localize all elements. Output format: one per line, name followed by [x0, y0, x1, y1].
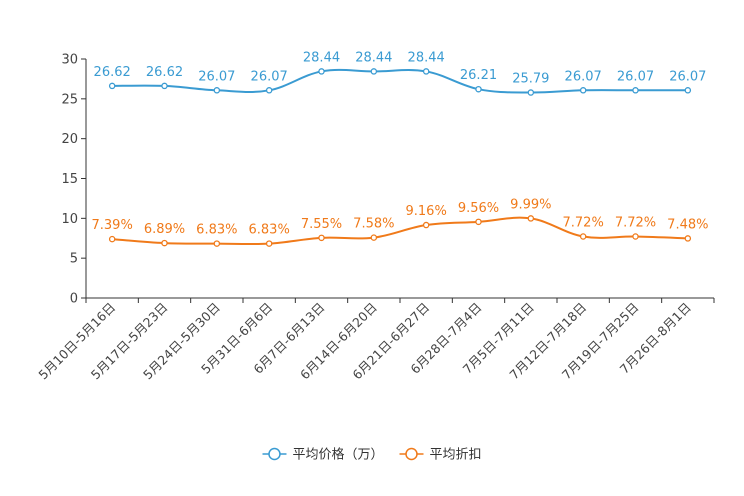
series-0-data-label: 26.07 [198, 69, 235, 84]
series-0-point[interactable] [632, 87, 639, 94]
series-1-data-label: 7.48% [667, 217, 708, 232]
series-1-data-label: 6.89% [144, 222, 185, 237]
series-1-point[interactable] [475, 218, 482, 226]
y-tick-label: 20 [61, 132, 78, 147]
series-1-point[interactable] [632, 233, 639, 240]
series-1-data-label: 9.56% [458, 201, 499, 216]
series-1-data-label: 6.83% [249, 223, 290, 238]
series-1-data-label: 7.72% [563, 215, 604, 230]
series-0-point[interactable] [318, 68, 325, 75]
legend-label: 平均价格（万） [292, 447, 383, 463]
series-0-data-label: 26.21 [460, 68, 497, 83]
legend-circle-symbol [405, 447, 418, 461]
series-0-data-label: 26.07 [251, 69, 288, 84]
series-1-point[interactable] [684, 235, 692, 242]
legend-circle-symbol [268, 447, 281, 461]
series-0-point[interactable] [422, 68, 430, 75]
series-1-point[interactable] [422, 221, 430, 229]
chart-legend[interactable]: 平均价格（万） 平均折扣 [262, 447, 482, 463]
series-0-data-label: 28.44 [408, 50, 445, 65]
chart-data-labels: 26.62 26.62 26.07 26.07 28.44 28.44 28.44 26.21… [92, 50, 709, 237]
series-0-data-label: 26.62 [146, 65, 183, 80]
series-0-data-label: 26.07 [617, 69, 654, 84]
series-0-point[interactable] [684, 87, 692, 94]
series-1-point[interactable] [318, 234, 325, 242]
y-tick-label: 15 [61, 172, 78, 187]
series-0-point[interactable] [527, 89, 535, 96]
series-line-1 [112, 216, 688, 246]
series-0-point[interactable] [579, 87, 587, 94]
y-tick-label: 10 [61, 212, 78, 227]
series-1-data-label: 7.72% [615, 215, 656, 230]
series-1-point[interactable] [265, 240, 273, 247]
series-1-data-label: 9.99% [510, 197, 551, 212]
y-tick-label: 25 [61, 92, 78, 107]
series-1-point[interactable] [213, 240, 221, 247]
legend-item-0[interactable]: 平均价格（万） [262, 447, 384, 463]
series-0-point[interactable] [108, 82, 116, 90]
series-1-point[interactable] [108, 235, 116, 243]
series-0-data-label: 26.62 [94, 65, 131, 80]
series-0-data-label: 26.07 [669, 69, 706, 84]
series-line-0 [112, 68, 688, 94]
series-1-data-label: 6.83% [196, 223, 237, 238]
series-0-data-label: 28.44 [355, 50, 392, 65]
series-1-point[interactable] [370, 234, 378, 241]
series-1-point[interactable] [527, 215, 535, 222]
series-0-data-label: 25.79 [512, 72, 549, 87]
series-0-data-label: 28.44 [303, 50, 340, 65]
series-1-point[interactable] [579, 233, 587, 240]
y-tick-label: 0 [70, 292, 78, 307]
chart-series [108, 68, 692, 247]
series-0-data-label: 26.07 [565, 69, 602, 84]
series-0-point[interactable] [213, 87, 221, 94]
series-1-point[interactable] [161, 239, 168, 247]
series-0-point[interactable] [370, 68, 378, 75]
y-tick-label: 30 [61, 53, 78, 68]
series-0-point[interactable] [265, 87, 273, 94]
series-0-point[interactable] [161, 82, 168, 90]
series-1-data-label: 9.16% [406, 204, 447, 219]
series-1-data-label: 7.55% [301, 217, 342, 232]
series-0-point[interactable] [475, 85, 482, 93]
y-tick-label: 5 [70, 252, 78, 267]
legend-item-1[interactable]: 平均折扣 [399, 447, 482, 463]
series-1-data-label: 7.39% [92, 218, 133, 233]
series-1-data-label: 7.58% [353, 217, 394, 232]
legend-label: 平均折扣 [430, 448, 482, 463]
